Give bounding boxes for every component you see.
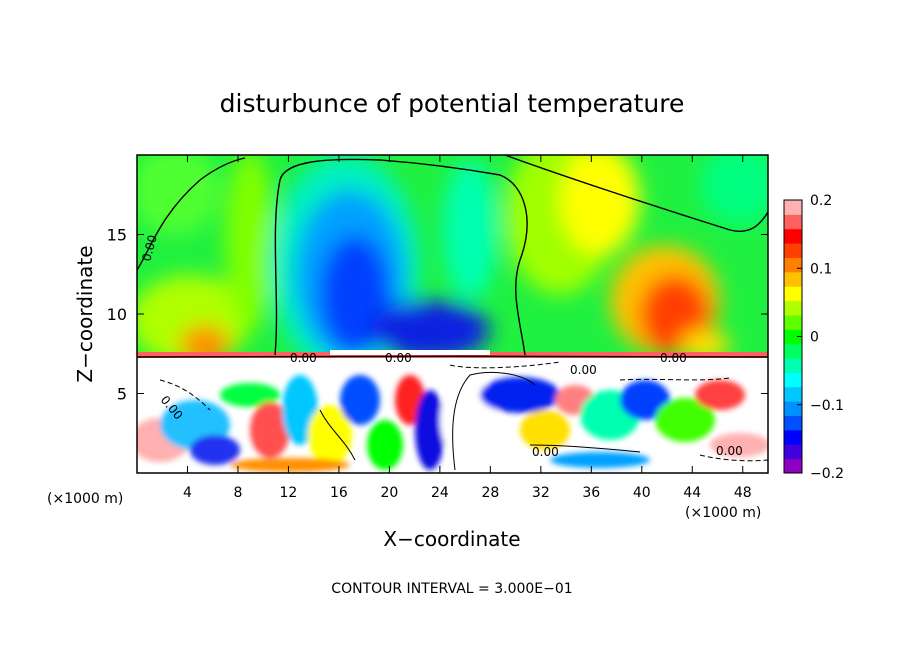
contour-label: 0.00 <box>532 445 559 459</box>
colorbar-tick-label: 0.1 <box>810 261 832 277</box>
colorbar-swatch <box>784 286 802 302</box>
contour-interval-note: CONTOUR INTERVAL = 3.000E−01 <box>331 581 572 597</box>
colorbar-swatch <box>784 386 802 402</box>
heatmap-field: 0.00 0.00 0.00 0.00 0.00 0.00 0.00 0.00 <box>137 155 768 473</box>
contour-label: 0.00 <box>716 444 743 458</box>
x-tick-label: 48 <box>734 485 752 501</box>
colorbar: 0.2 0.1 0 −0.1 −0.2 <box>783 193 844 482</box>
y-tick-label: 10 <box>107 305 127 324</box>
x-tick-label: 16 <box>330 485 348 501</box>
colorbar-swatch <box>784 343 802 359</box>
colorbar-swatch <box>784 329 802 345</box>
colorbar-tick-label: 0 <box>810 330 819 346</box>
x-tick-label: 24 <box>431 485 449 501</box>
x-axis-unit-right: (×1000 m) <box>685 505 761 521</box>
x-axis: 4 8 12 16 20 24 28 32 36 40 44 48 <box>183 155 752 501</box>
colorbar-swatch <box>784 444 802 460</box>
colorbar-tick-label: −0.1 <box>810 398 844 414</box>
x-tick-label: 36 <box>582 485 600 501</box>
y-tick-label: 5 <box>117 385 127 404</box>
colorbar-swatch <box>784 415 802 431</box>
y-axis: 5 10 15 <box>107 226 768 404</box>
colorbar-swatch <box>784 271 802 287</box>
colorbar-swatch <box>784 300 802 316</box>
colorbar-swatch <box>784 458 802 474</box>
contour-label: 0.00 <box>139 233 159 262</box>
colorbar-swatch <box>784 228 802 244</box>
x-tick-label: 32 <box>532 485 550 501</box>
x-axis-unit-left: (×1000 m) <box>47 491 123 507</box>
colorbar-tick-label: −0.2 <box>810 466 844 482</box>
x-axis-label: X−coordinate <box>383 527 520 551</box>
colorbar-swatch <box>784 429 802 445</box>
colorbar-swatch <box>784 243 802 258</box>
colorbar-swatch <box>784 200 802 215</box>
chart-title: disturbunce of potential temperature <box>220 89 685 118</box>
contour-label: 0.00 <box>385 351 412 365</box>
x-tick-label: 40 <box>633 485 651 501</box>
x-tick-label: 12 <box>280 485 298 501</box>
contour-label: 0.00 <box>660 351 687 365</box>
colorbar-swatch <box>784 257 802 273</box>
y-tick-label: 15 <box>107 226 127 245</box>
colorbar-swatch <box>784 401 802 417</box>
contour-label: 0.00 <box>570 363 597 377</box>
colorbar-tick-label: 0.2 <box>810 193 832 209</box>
colorbar-swatch <box>784 314 802 330</box>
colorbar-swatch <box>784 214 802 230</box>
x-tick-label: 4 <box>183 485 192 501</box>
colorbar-swatch <box>784 358 802 373</box>
x-tick-label: 28 <box>481 485 499 501</box>
colorbar-swatch <box>784 372 802 388</box>
x-tick-label: 8 <box>233 485 242 501</box>
x-tick-label: 44 <box>683 485 701 501</box>
contour-label: 0.00 <box>290 351 317 365</box>
x-tick-label: 20 <box>380 485 398 501</box>
y-axis-label: Z−coordinate <box>73 245 97 382</box>
